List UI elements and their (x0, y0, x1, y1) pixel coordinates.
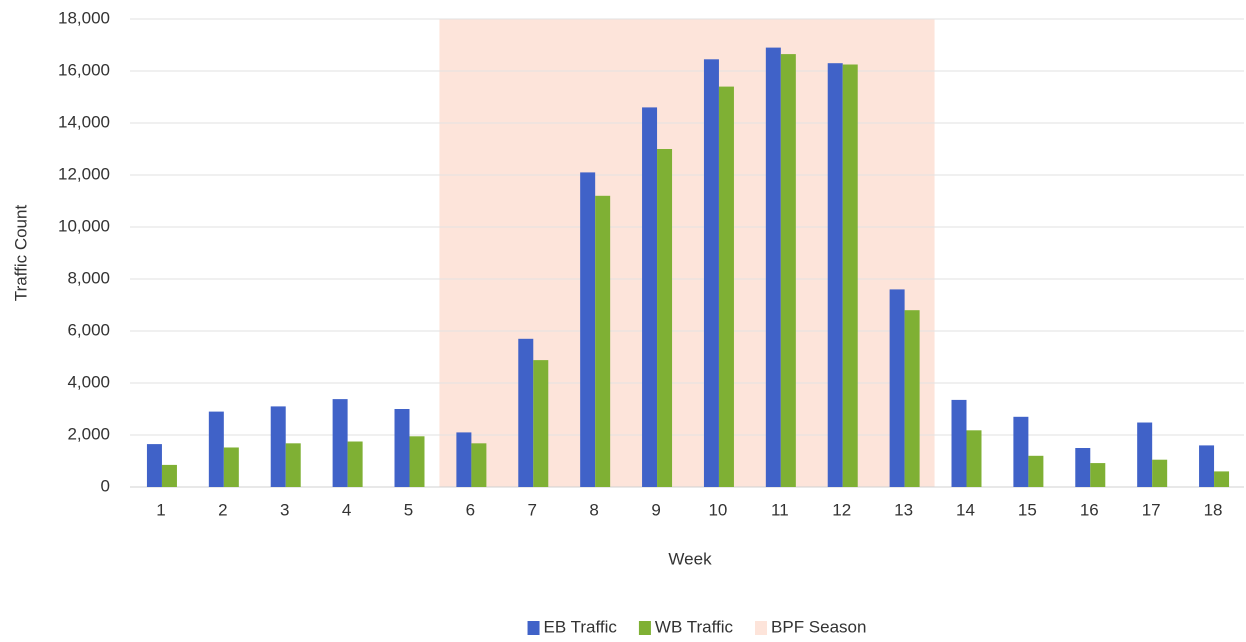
bar (1152, 459, 1168, 487)
bar (889, 289, 905, 487)
bar (1028, 455, 1044, 487)
legend: EB Traffic WB Traffic BPF Season (527, 617, 866, 636)
x-tick-label: 3 (280, 500, 289, 519)
bar (332, 399, 348, 487)
legend-swatch (755, 621, 768, 635)
y-tick-label: 4,000 (67, 372, 110, 391)
x-tick-label: 2 (218, 500, 227, 519)
bar (223, 447, 239, 487)
bar (827, 63, 843, 487)
bar (1075, 448, 1091, 487)
bar (146, 444, 162, 487)
x-tick-label: 7 (528, 500, 537, 519)
x-tick-label: 4 (342, 500, 351, 519)
legend-label: BPF Season (771, 617, 866, 636)
bar (518, 338, 534, 487)
bar (642, 107, 658, 488)
bar (1013, 416, 1029, 487)
bar (657, 149, 673, 487)
bar (718, 86, 734, 487)
x-tick-label: 10 (708, 500, 727, 519)
bar (580, 172, 596, 487)
bar (904, 310, 920, 487)
y-tick-label: 0 (101, 476, 110, 495)
x-axis-label: Week (668, 549, 712, 568)
bar (595, 195, 611, 488)
bar (161, 464, 177, 487)
y-tick-label: 12,000 (58, 164, 110, 183)
bar (347, 441, 363, 487)
y-tick-label: 16,000 (58, 60, 110, 79)
bar (1199, 445, 1215, 487)
x-tick-label: 12 (832, 500, 851, 519)
bar (409, 436, 425, 487)
y-axis-label: Traffic Count (11, 205, 30, 302)
x-tick-label: 14 (956, 500, 975, 519)
x-tick-label: 6 (466, 500, 475, 519)
x-tick-label: 9 (651, 500, 660, 519)
bar (966, 430, 982, 487)
x-tick-label: 1 (156, 500, 165, 519)
bar (456, 432, 472, 487)
bar (780, 54, 796, 487)
bar (394, 409, 410, 487)
y-tick-label: 2,000 (67, 424, 110, 443)
bar (951, 399, 967, 487)
bar (1090, 463, 1106, 487)
bar (765, 47, 781, 487)
legend-swatch (638, 621, 651, 635)
legend-swatch (527, 621, 540, 635)
x-tick-label: 8 (589, 500, 598, 519)
x-tick-label: 17 (1142, 500, 1161, 519)
bar (471, 443, 487, 487)
y-tick-label: 6,000 (67, 320, 110, 339)
x-tick-label: 5 (404, 500, 413, 519)
y-tick-label: 18,000 (58, 8, 110, 27)
x-tick-label: 16 (1080, 500, 1099, 519)
bar (1214, 471, 1230, 487)
bar (533, 360, 549, 487)
x-tick-label: 15 (1018, 500, 1037, 519)
y-tick-label: 8,000 (67, 268, 110, 287)
legend-label: EB Traffic (544, 617, 618, 636)
y-tick-label: 10,000 (58, 216, 110, 235)
bar (842, 64, 858, 487)
bar (208, 411, 224, 487)
bar (270, 406, 286, 487)
x-tick-label: 18 (1204, 500, 1223, 519)
bar (285, 443, 301, 487)
x-tick-label: 11 (771, 500, 789, 519)
bar (703, 59, 719, 488)
highlight-band (439, 19, 935, 487)
y-tick-label: 14,000 (58, 112, 110, 131)
legend-label: WB Traffic (655, 617, 734, 636)
bar (1137, 422, 1153, 487)
x-tick-label: 13 (894, 500, 913, 519)
